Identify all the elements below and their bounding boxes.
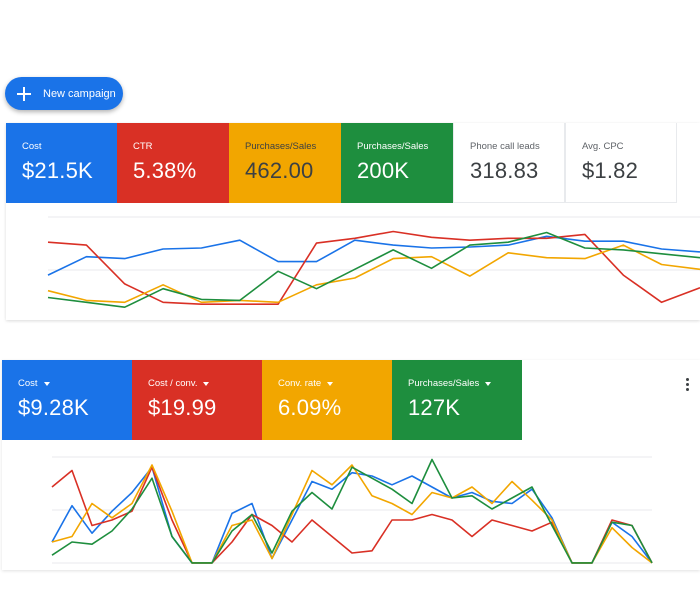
new-campaign-button[interactable]: New campaign xyxy=(5,77,123,110)
metric-title: Cost xyxy=(18,378,38,389)
top-metric-cards: Cost $21.5K CTR 5.38% Purchases/Sales 46… xyxy=(6,123,677,203)
metric-card-cost[interactable]: Cost $21.5K xyxy=(6,123,117,203)
metric-value: 6.09% xyxy=(278,395,342,420)
bottom-performance-panel: Cost $9.28K Cost / conv. $19.99 Conv. ra… xyxy=(2,360,700,570)
metric-value: 318.83 xyxy=(470,158,539,183)
metric-card-conv-rate[interactable]: Conv. rate 6.09% xyxy=(262,360,392,440)
dropdown-arrow-icon xyxy=(203,381,210,386)
metric-title: Conv. rate xyxy=(278,378,322,389)
metric-card-phone-call-leads[interactable]: Phone call leads 318.83 xyxy=(453,123,565,203)
bottom-metric-cards: Cost $9.28K Cost / conv. $19.99 Conv. ra… xyxy=(2,360,522,440)
metric-value: 5.38% xyxy=(133,158,197,183)
metric-value: $9.28K xyxy=(18,395,89,420)
series-line-4 xyxy=(47,231,700,308)
series-line-4 xyxy=(51,458,653,564)
metric-title: Avg. CPC xyxy=(582,141,624,152)
top-performance-chart xyxy=(47,216,700,308)
metric-card-purchases-sales-value[interactable]: Purchases/Sales 200K xyxy=(341,123,453,203)
metric-title: CTR xyxy=(133,141,153,152)
metric-card-avg-cpc[interactable]: Avg. CPC $1.82 xyxy=(565,123,677,203)
metric-card-purchases-sales[interactable]: Purchases/Sales 462.00 xyxy=(229,123,341,203)
metric-title: Purchases/Sales xyxy=(245,141,317,152)
plus-icon xyxy=(17,86,31,101)
dropdown-arrow-icon xyxy=(485,381,492,386)
metric-card-purchases-sales[interactable]: Purchases/Sales 127K xyxy=(392,360,522,440)
more-vert-icon[interactable] xyxy=(686,378,690,393)
metric-value: 127K xyxy=(408,395,461,420)
metric-title: Purchases/Sales xyxy=(408,378,480,389)
series-line-1 xyxy=(51,466,653,564)
metric-value: $1.82 xyxy=(582,158,639,183)
series-line-2 xyxy=(51,466,653,564)
dropdown-arrow-icon xyxy=(327,381,334,386)
metric-value: 200K xyxy=(357,158,410,183)
metric-title: Cost / conv. xyxy=(148,378,198,389)
metric-title: Phone call leads xyxy=(470,141,540,152)
top-performance-panel: Cost $21.5K CTR 5.38% Purchases/Sales 46… xyxy=(6,123,700,320)
new-campaign-label: New campaign xyxy=(43,87,116,100)
metric-value: $19.99 xyxy=(148,395,217,420)
metric-card-cost-per-conv[interactable]: Cost / conv. $19.99 xyxy=(132,360,262,440)
dropdown-arrow-icon xyxy=(43,381,50,386)
metric-title: Cost xyxy=(22,141,42,152)
metric-value: 462.00 xyxy=(245,158,314,183)
bottom-performance-chart xyxy=(51,456,653,564)
series-line-1 xyxy=(47,235,700,276)
series-line-2 xyxy=(47,230,700,305)
metric-title: Purchases/Sales xyxy=(357,141,429,152)
series-line-3 xyxy=(47,244,700,304)
metric-card-ctr[interactable]: CTR 5.38% xyxy=(117,123,229,203)
metric-card-cost[interactable]: Cost $9.28K xyxy=(2,360,132,440)
metric-value: $21.5K xyxy=(22,158,93,183)
series-line-3 xyxy=(51,464,653,564)
